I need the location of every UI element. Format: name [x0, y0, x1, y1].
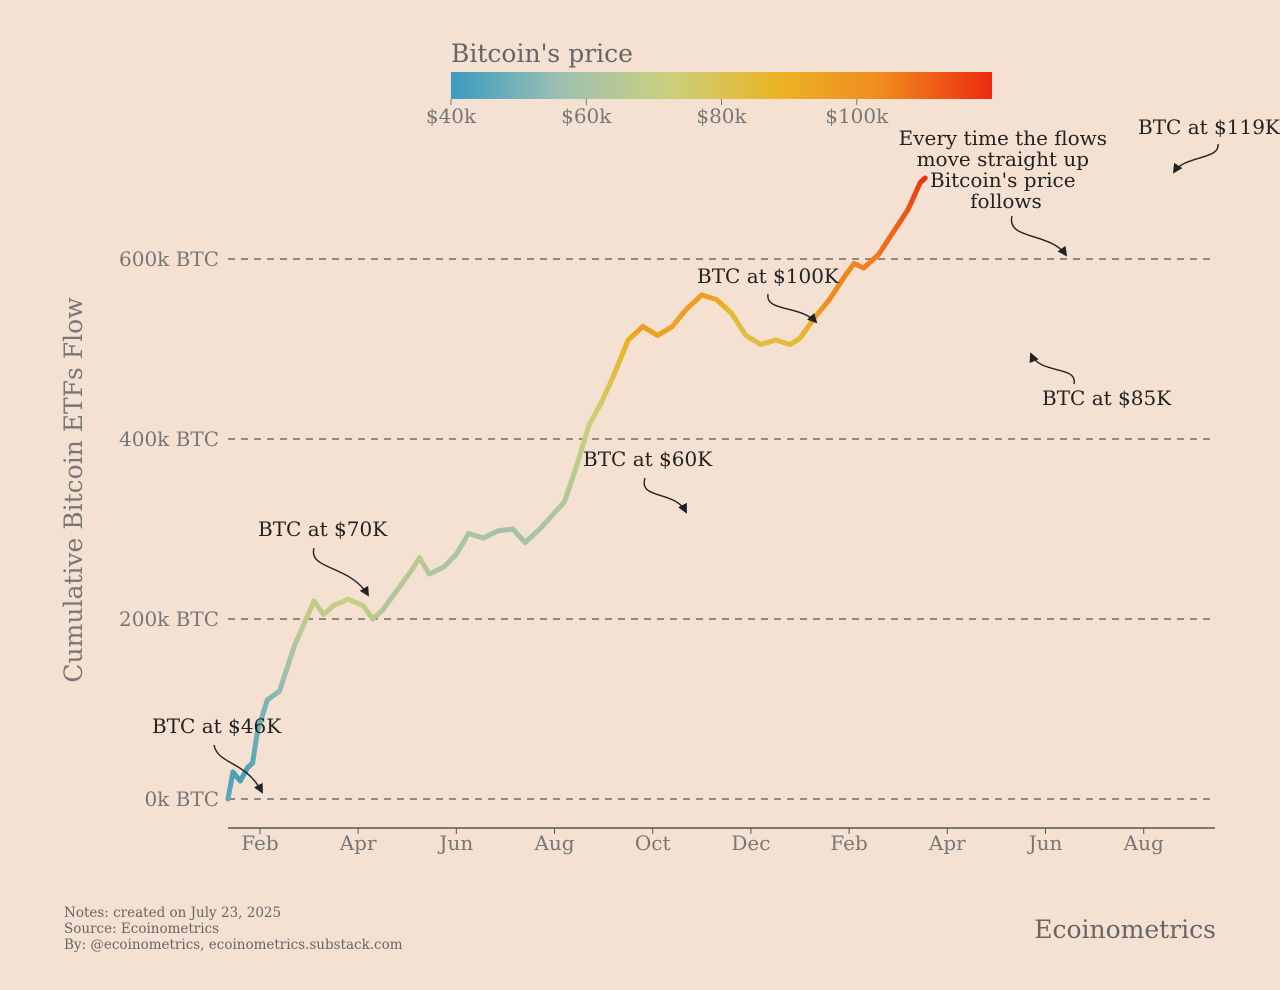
- x-tick-label: Apr: [928, 831, 966, 855]
- legend-title: Bitcoin's price: [451, 39, 633, 68]
- x-tick-label: Feb: [830, 831, 867, 855]
- annotation-119k-arrow: [1172, 143, 1219, 174]
- y-tick-label: 600k BTC: [119, 247, 219, 271]
- legend-colorbar: [451, 72, 992, 99]
- grid-lines: [228, 258, 1215, 800]
- notes-source: Source: Ecoinometrics: [64, 921, 220, 937]
- legend-ticks: $40k $60k $80k $100k: [426, 99, 889, 128]
- legend-tick-label: $40k: [426, 104, 477, 128]
- y-tick-label: 0k BTC: [144, 787, 219, 811]
- x-tick-label: Jun: [437, 831, 473, 855]
- legend-tick-label: $60k: [561, 104, 612, 128]
- flow-line: [225, 175, 928, 802]
- annotation-flows-arrow: [1010, 215, 1068, 257]
- color-legend: Bitcoin's price $40k $60k $80k $100k: [426, 39, 992, 128]
- legend-tick-label: $100k: [825, 104, 889, 128]
- flow-line-segment: [921, 175, 928, 182]
- legend-tick-label: $80k: [696, 104, 747, 128]
- x-tick-label: Feb: [241, 831, 278, 855]
- x-tick-label: Jun: [1027, 831, 1063, 855]
- x-tick-labels: Feb Apr Jun Aug Oct Dec Feb Apr Jun Aug: [241, 828, 1164, 855]
- y-tick-labels: 0k BTC 200k BTC 400k BTC 600k BTC: [119, 247, 219, 811]
- annotations: BTC at $46K BTC at $70K BTC at $60K BTC …: [152, 115, 1280, 794]
- annotation-100k: BTC at $100K: [697, 264, 840, 288]
- svg-text:Every time the flows m: Every time the flows move straight up Bi…: [899, 126, 1114, 213]
- annotation-60k-arrow: [643, 477, 687, 514]
- notes-by: By: @ecoinometrics, ecoinometrics.substa…: [64, 937, 403, 953]
- x-tick-label: Aug: [533, 831, 574, 855]
- footnotes: Notes: created on July 23, 2025 Source: …: [64, 905, 403, 953]
- annotation-85k: BTC at $85K: [1042, 386, 1172, 410]
- annotation-46k: BTC at $46K: [152, 714, 282, 738]
- x-tick-label: Apr: [339, 831, 377, 855]
- annotation-119k: BTC at $119K: [1138, 115, 1280, 139]
- annotation-70k-arrow: [312, 547, 370, 597]
- annotation-46k-arrow: [213, 744, 263, 794]
- annotation-70k: BTC at $70K: [258, 517, 388, 541]
- annotation-100k-arrow: [767, 293, 818, 324]
- annotation-85k-arrow: [1029, 352, 1075, 385]
- x-tick-label: Aug: [1123, 831, 1164, 855]
- annotation-60k: BTC at $60K: [583, 447, 713, 471]
- y-axis-label: Cumulative Bitcoin ETFs Flow: [59, 297, 88, 683]
- x-tick-label: Oct: [635, 831, 671, 855]
- y-tick-label: 400k BTC: [119, 427, 219, 451]
- notes-created: Notes: created on July 23, 2025: [64, 905, 282, 921]
- y-tick-label: 200k BTC: [119, 607, 219, 631]
- annotation-flows-note: Every time the flows move straight up Bi…: [899, 126, 1114, 213]
- x-tick-label: Dec: [731, 831, 770, 855]
- brand-name: Ecoinometrics: [1034, 915, 1216, 944]
